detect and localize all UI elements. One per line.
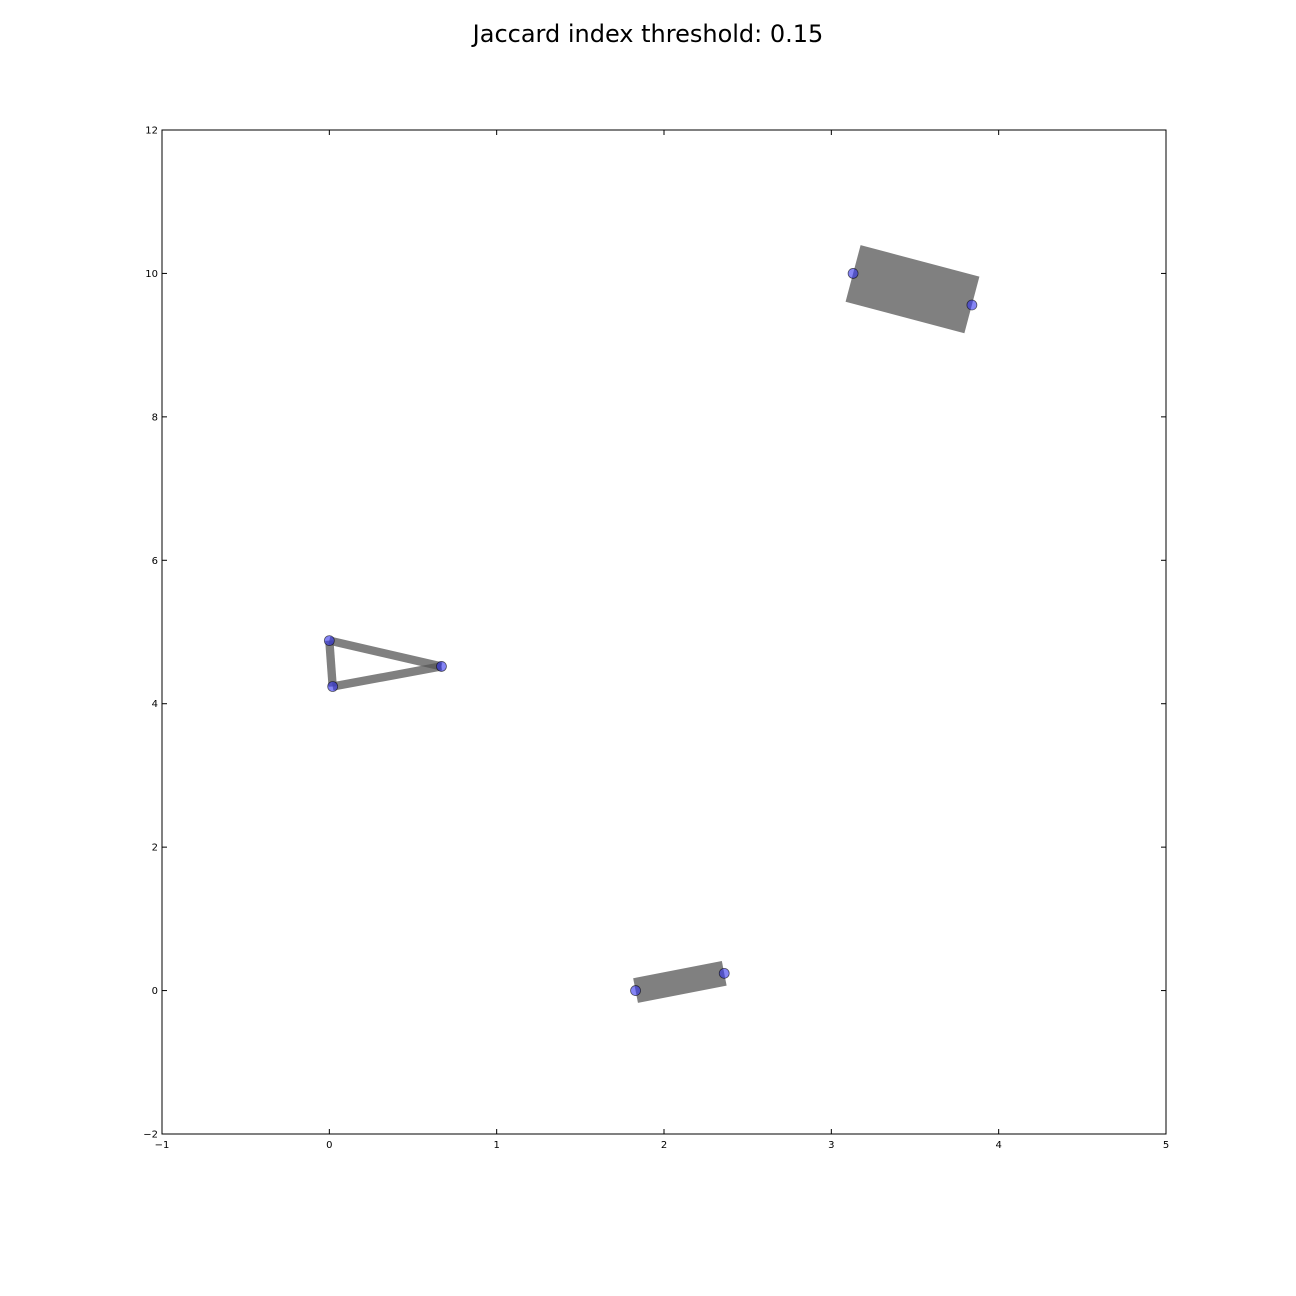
- data-point-0: [323, 635, 335, 647]
- x-tick-label-2: 1: [493, 1140, 499, 1151]
- edge-4: [845, 245, 980, 334]
- x-tick-label-5: 4: [995, 1140, 1001, 1151]
- y-tick-label-4: 6: [152, 556, 158, 567]
- data-point-3: [630, 985, 641, 996]
- x-tick-label-6: 5: [1163, 1140, 1169, 1151]
- data-point-4: [718, 967, 730, 979]
- y-tick-label-7: 12: [145, 126, 158, 137]
- x-tick-label-4: 3: [828, 1140, 834, 1151]
- data-point-6: [966, 299, 978, 311]
- edge-2: [331, 662, 443, 691]
- edge-1: [328, 636, 443, 671]
- data-point-1: [327, 681, 339, 692]
- points-layer: [323, 268, 978, 996]
- y-tick-label-0: −2: [143, 1130, 158, 1141]
- data-point-2: [436, 661, 447, 672]
- edge-0: [325, 640, 337, 687]
- edge-3: [633, 961, 727, 1003]
- x-tick-label-0: −1: [155, 1140, 170, 1151]
- y-tick-label-1: 0: [152, 986, 158, 997]
- x-tick-label-3: 2: [661, 1140, 667, 1151]
- chart-title: Jaccard index threshold: 0.15: [472, 20, 824, 48]
- edges-layer: [325, 245, 980, 1003]
- y-tick-label-6: 10: [145, 269, 158, 280]
- data-point-5: [847, 268, 859, 279]
- x-tick-label-1: 0: [326, 1140, 332, 1151]
- y-tick-label-5: 8: [152, 412, 158, 423]
- y-tick-label-3: 4: [152, 699, 158, 710]
- y-tick-label-2: 2: [152, 843, 158, 854]
